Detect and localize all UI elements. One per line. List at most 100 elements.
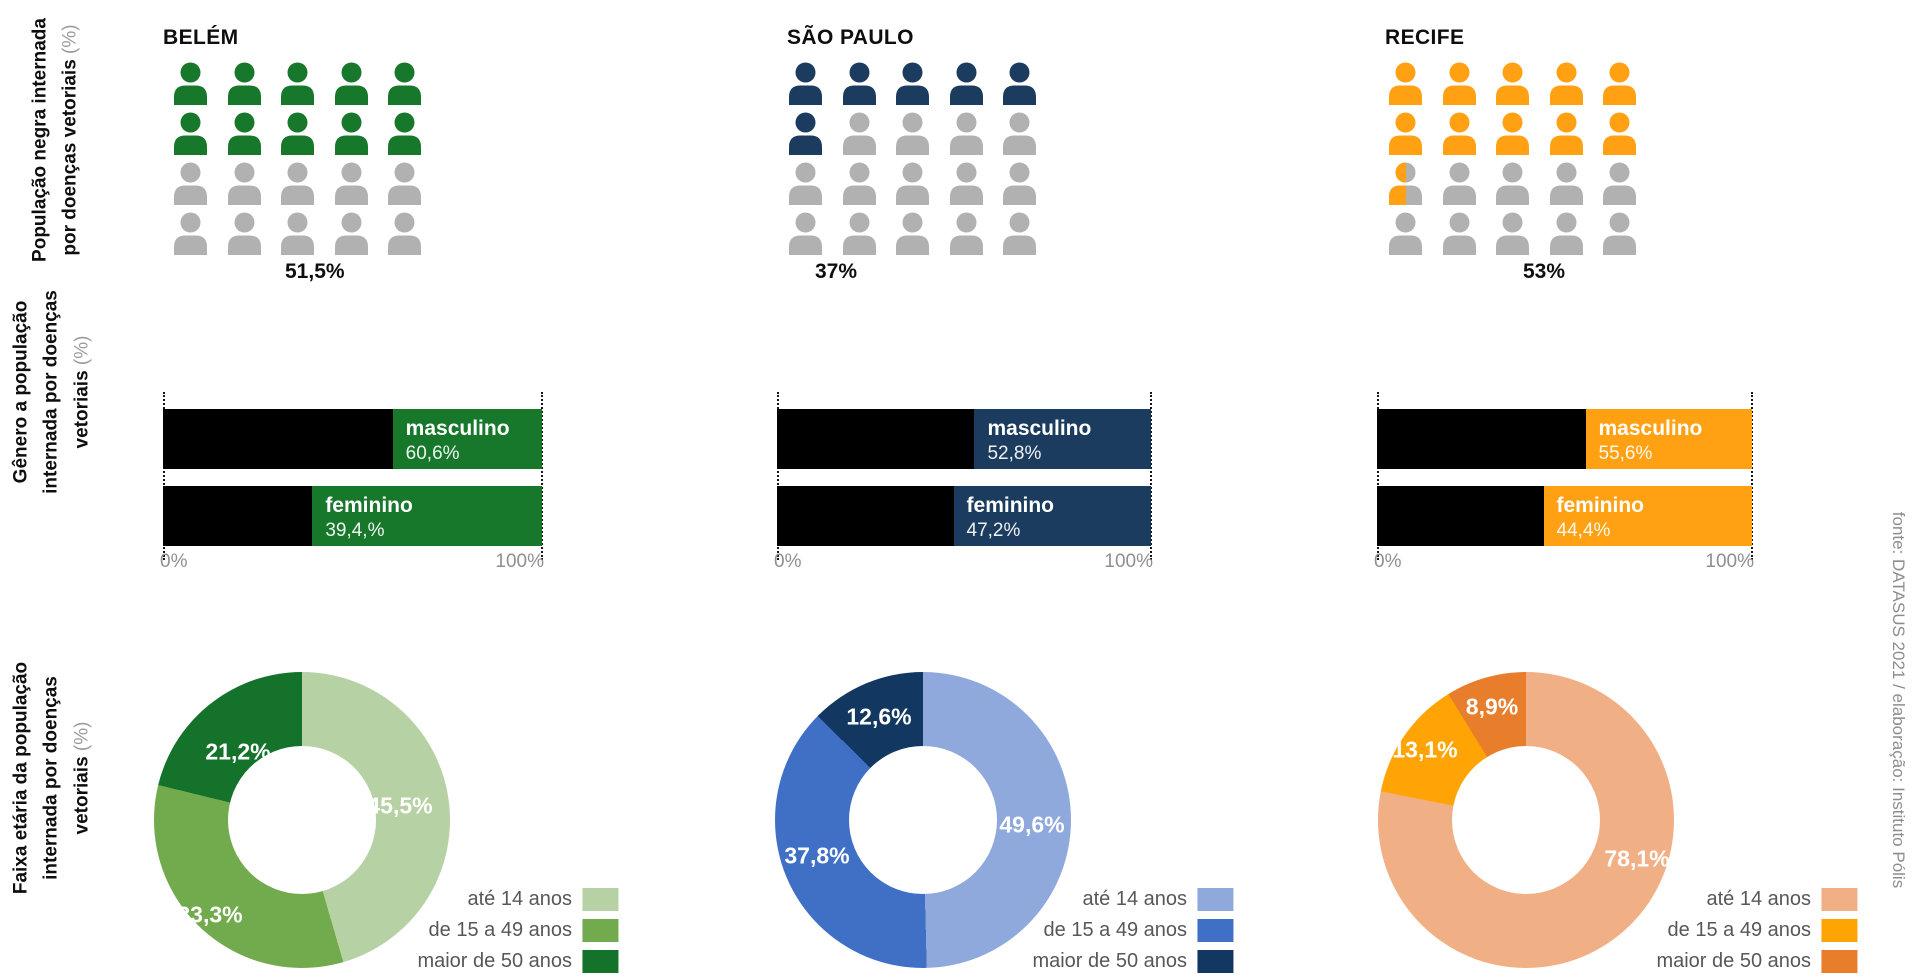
donut-slice-label: 8,9% — [1465, 693, 1519, 720]
legend-row: até 14 anos — [417, 888, 618, 911]
person-icon — [787, 112, 824, 155]
legend-swatch — [1821, 919, 1857, 942]
bar-colored-segment: feminino 47,2% — [953, 486, 1151, 546]
axis-tick-line-right — [1150, 392, 1152, 560]
gender-label: masculino — [1598, 417, 1703, 440]
pictogram-grid — [787, 62, 1038, 255]
person-icon — [1001, 212, 1038, 255]
gender-value: 44,4% — [1556, 520, 1611, 542]
row-label-gender: Gênero a população internada por doenças… — [6, 290, 97, 494]
row-label-line: População negra internada — [29, 18, 51, 262]
axis-tick-line-left — [1377, 392, 1379, 560]
city-title: RECIFE — [1385, 26, 1465, 49]
person-icon — [948, 112, 985, 155]
person-icon — [279, 162, 316, 205]
person-icon — [1387, 62, 1424, 105]
legend-label: maior de 50 anos — [1656, 950, 1811, 972]
legend-label: até 14 anos — [467, 888, 572, 910]
pictogram-grid — [1387, 62, 1638, 255]
axis-tick-line-right — [541, 392, 543, 560]
legend-swatch — [582, 919, 618, 942]
gender-value: 60,6% — [405, 443, 460, 465]
gender-bar: feminino 47,2% — [777, 486, 1151, 546]
row-label-age: Faixa etária da população internada por … — [6, 662, 97, 894]
bar-colored-segment: masculino 52,8% — [974, 409, 1151, 469]
city-title: BELÉM — [163, 26, 239, 49]
person-icon — [894, 112, 931, 155]
person-icon — [1441, 62, 1478, 105]
person-icon — [1441, 212, 1478, 255]
person-icon — [226, 162, 263, 205]
gender-label: feminino — [325, 494, 413, 517]
person-icon — [1494, 112, 1531, 155]
row-label-unit: (%) — [60, 24, 81, 54]
person-icon — [333, 212, 370, 255]
row-label-line: vetoriais — [71, 370, 93, 449]
person-icon — [1001, 162, 1038, 205]
bar-colored-segment: feminino 44,4% — [1543, 486, 1752, 546]
gender-bar: feminino 39,4,% — [163, 486, 542, 546]
bar-black-segment — [163, 409, 393, 469]
person-icon — [1494, 62, 1531, 105]
legend-label: de 15 a 49 anos — [428, 919, 572, 941]
bar-colored-segment: masculino 55,6% — [1585, 409, 1752, 469]
axis-tick-line-left — [163, 392, 165, 560]
legend-swatch — [1197, 888, 1233, 911]
gender-bar: feminino 44,4% — [1377, 486, 1752, 546]
person-icon — [226, 62, 263, 105]
person-icon — [787, 212, 824, 255]
person-icon — [948, 62, 985, 105]
axis-max-label: 100% — [495, 551, 544, 572]
row-label-race: População negra internada por doenças ve… — [26, 18, 87, 262]
person-icon — [226, 112, 263, 155]
legend-label: maior de 50 anos — [417, 950, 572, 972]
legend-swatch — [582, 950, 618, 973]
legend-row: até 14 anos — [1032, 888, 1233, 911]
person-icon — [1548, 212, 1585, 255]
legend-swatch — [582, 888, 618, 911]
age-legend: até 14 anos de 15 a 49 anos maior de 50 … — [1656, 888, 1857, 980]
person-icon — [333, 162, 370, 205]
person-icon — [1387, 212, 1424, 255]
person-icon — [787, 62, 824, 105]
legend-swatch — [1821, 950, 1857, 973]
person-icon — [1441, 112, 1478, 155]
row-label-line: por doenças vetoriais — [60, 59, 81, 256]
person-icon — [948, 212, 985, 255]
person-icon — [1494, 162, 1531, 205]
person-icon — [841, 112, 878, 155]
axis-min-label: 0% — [774, 551, 802, 572]
row-label-line: Faixa etária da população — [10, 661, 32, 895]
city-title: SÃO PAULO — [787, 26, 914, 49]
person-icon — [172, 212, 209, 255]
gender-value: 52,8% — [987, 443, 1042, 465]
gender-label: masculino — [405, 417, 510, 440]
axis-tick-line-right — [1751, 392, 1753, 560]
row-label-line: internada por doenças — [40, 676, 62, 880]
person-icon — [172, 62, 209, 105]
gender-value: 39,4,% — [325, 520, 385, 542]
person-icon — [1001, 112, 1038, 155]
person-icon — [226, 212, 263, 255]
person-icon — [1601, 112, 1638, 155]
person-icon — [787, 162, 824, 205]
donut-slice-label: 45,5% — [367, 792, 433, 819]
gender-bar: masculino 60,6% — [163, 409, 542, 469]
donut-slice-label: 13,1% — [1392, 736, 1458, 763]
bar-black-segment — [777, 409, 975, 469]
gender-value: 55,6% — [1598, 443, 1653, 465]
row-label-line: vetoriais — [71, 756, 93, 835]
donut-slice-label: 37,8% — [784, 842, 850, 869]
row-label-unit: (%) — [71, 335, 93, 366]
person-icon — [948, 162, 985, 205]
bar-black-segment — [1377, 409, 1586, 469]
person-icon — [1548, 112, 1585, 155]
person-icon — [172, 112, 209, 155]
legend-label: até 14 anos — [1082, 888, 1187, 910]
legend-row: até 14 anos — [1656, 888, 1857, 911]
age-legend: até 14 anos de 15 a 49 anos maior de 50 … — [1032, 888, 1233, 980]
person-icon — [1601, 62, 1638, 105]
person-icon — [1387, 162, 1424, 205]
person-icon — [1601, 162, 1638, 205]
legend-label: até 14 anos — [1706, 888, 1811, 910]
